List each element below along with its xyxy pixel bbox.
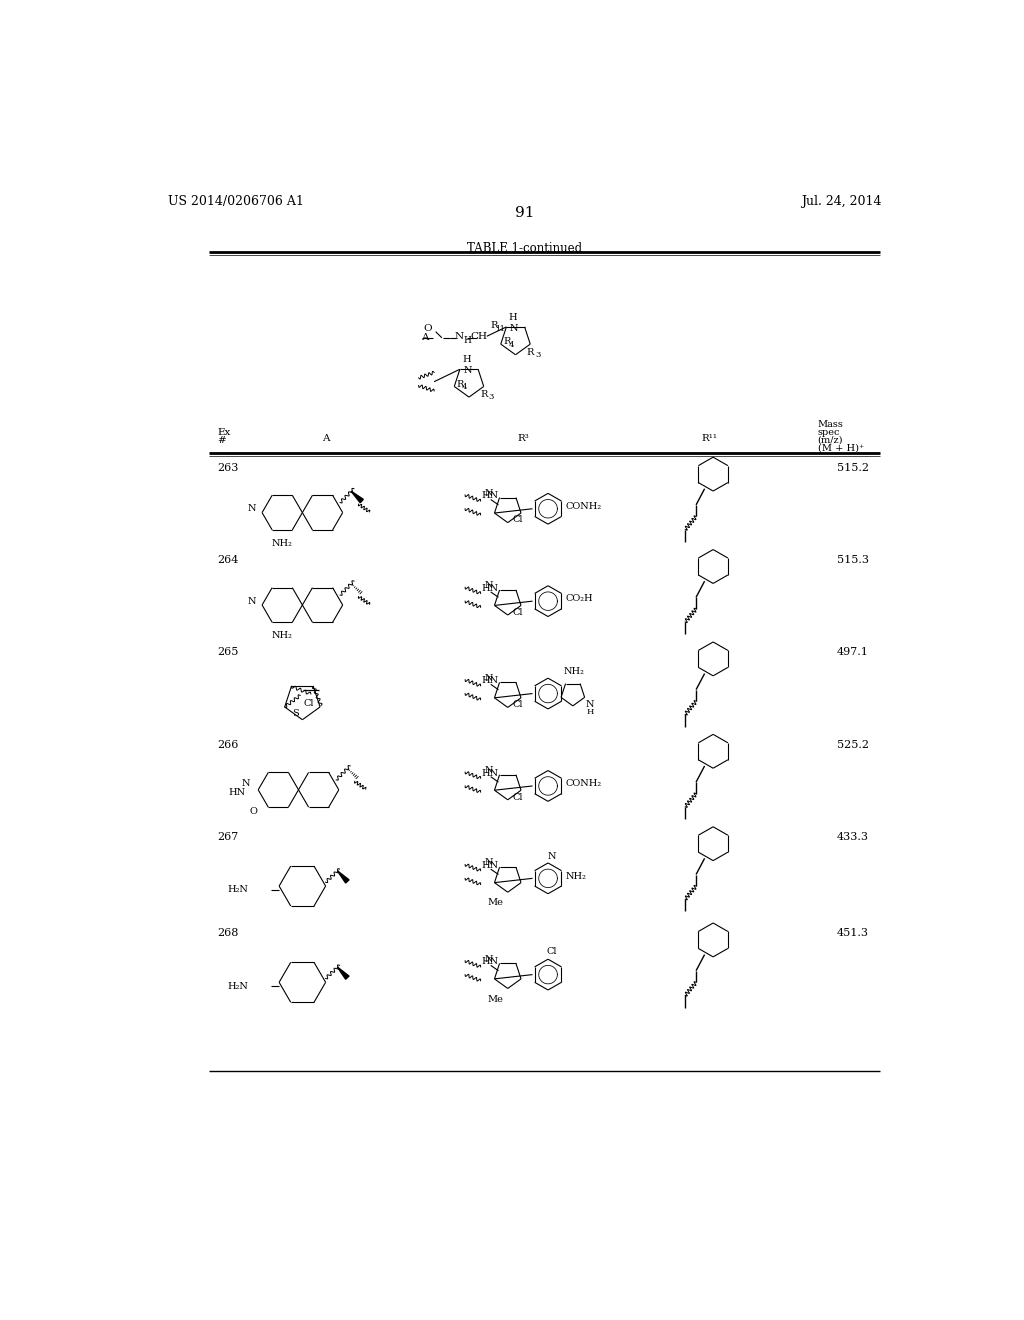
Text: H: H xyxy=(509,313,517,322)
Text: N: N xyxy=(242,779,251,788)
Text: Mass: Mass xyxy=(818,420,844,429)
Text: R³: R³ xyxy=(517,434,529,444)
Text: N: N xyxy=(484,673,493,682)
Text: O: O xyxy=(250,807,257,816)
Text: Me: Me xyxy=(487,899,503,907)
Text: Me: Me xyxy=(487,995,503,1003)
Text: N: N xyxy=(510,323,518,333)
Text: N: N xyxy=(248,597,256,606)
Text: CH: CH xyxy=(471,331,487,341)
Text: 265: 265 xyxy=(217,647,239,657)
Text: 4: 4 xyxy=(509,341,514,348)
Text: Cl: Cl xyxy=(303,698,314,708)
Text: 3: 3 xyxy=(535,351,541,359)
Text: #: # xyxy=(217,436,226,445)
Text: spec: spec xyxy=(818,428,841,437)
Polygon shape xyxy=(351,491,364,503)
Text: N: N xyxy=(484,954,493,964)
Text: H₂N: H₂N xyxy=(227,982,248,990)
Text: Cl: Cl xyxy=(547,948,557,956)
Text: N: N xyxy=(586,700,594,709)
Text: 268: 268 xyxy=(217,928,239,939)
Text: 4: 4 xyxy=(462,383,468,391)
Text: Cl: Cl xyxy=(513,700,523,709)
Text: Cl: Cl xyxy=(513,607,523,616)
Text: N: N xyxy=(455,331,464,341)
Text: H: H xyxy=(587,708,594,715)
Text: N: N xyxy=(548,851,556,861)
Text: O: O xyxy=(424,325,432,333)
Text: R: R xyxy=(489,321,498,330)
Text: 91: 91 xyxy=(515,206,535,220)
Text: 515.2: 515.2 xyxy=(838,462,869,473)
Text: HN: HN xyxy=(481,768,499,777)
Text: 497.1: 497.1 xyxy=(838,647,869,657)
Text: R¹¹: R¹¹ xyxy=(701,434,717,444)
Text: Ex: Ex xyxy=(217,428,230,437)
Text: S: S xyxy=(292,709,299,718)
Text: A: A xyxy=(421,334,429,342)
Text: R: R xyxy=(526,348,534,356)
Text: Cl: Cl xyxy=(513,792,523,801)
Text: 263: 263 xyxy=(217,462,239,473)
Text: 525.2: 525.2 xyxy=(838,739,869,750)
Text: N: N xyxy=(248,504,256,513)
Text: 267: 267 xyxy=(217,832,239,842)
Text: HN: HN xyxy=(228,788,246,797)
Text: 3: 3 xyxy=(488,393,494,401)
Text: HN: HN xyxy=(481,491,499,500)
Text: 433.3: 433.3 xyxy=(838,832,869,842)
Text: NH₂: NH₂ xyxy=(563,668,585,676)
Text: N: N xyxy=(484,488,493,498)
Text: TABLE 1-continued: TABLE 1-continued xyxy=(467,242,583,255)
Text: N: N xyxy=(484,581,493,590)
Text: 451.3: 451.3 xyxy=(838,928,869,939)
Text: (M + H)⁺: (M + H)⁺ xyxy=(818,444,864,453)
Text: 11: 11 xyxy=(496,325,505,333)
Text: N: N xyxy=(464,366,472,375)
Text: (m/z): (m/z) xyxy=(818,436,843,445)
Text: 266: 266 xyxy=(217,739,239,750)
Text: N: N xyxy=(484,858,493,867)
Text: Cl: Cl xyxy=(513,515,523,524)
Text: Jul. 24, 2014: Jul. 24, 2014 xyxy=(801,195,882,209)
Text: CONH₂: CONH₂ xyxy=(565,502,601,511)
Text: CO₂H: CO₂H xyxy=(565,594,593,603)
Text: HN: HN xyxy=(481,957,499,966)
Text: 515.3: 515.3 xyxy=(838,554,869,565)
Text: H₂N: H₂N xyxy=(227,886,248,895)
Text: A: A xyxy=(322,434,330,444)
Text: US 2014/0206706 A1: US 2014/0206706 A1 xyxy=(168,195,304,209)
Text: HN: HN xyxy=(481,676,499,685)
Text: NH₂: NH₂ xyxy=(271,539,293,548)
Text: HN: HN xyxy=(481,583,499,593)
Text: R: R xyxy=(457,380,464,388)
Text: R: R xyxy=(503,338,510,346)
Text: H: H xyxy=(464,337,471,346)
Polygon shape xyxy=(337,871,349,883)
Text: H: H xyxy=(463,355,471,364)
Text: R: R xyxy=(480,391,487,400)
Text: HN: HN xyxy=(481,861,499,870)
Text: NH₂: NH₂ xyxy=(271,631,293,640)
Text: CONH₂: CONH₂ xyxy=(565,779,601,788)
Text: 264: 264 xyxy=(217,554,239,565)
Text: NH₂: NH₂ xyxy=(565,871,586,880)
Polygon shape xyxy=(337,966,349,979)
Text: N: N xyxy=(484,766,493,775)
